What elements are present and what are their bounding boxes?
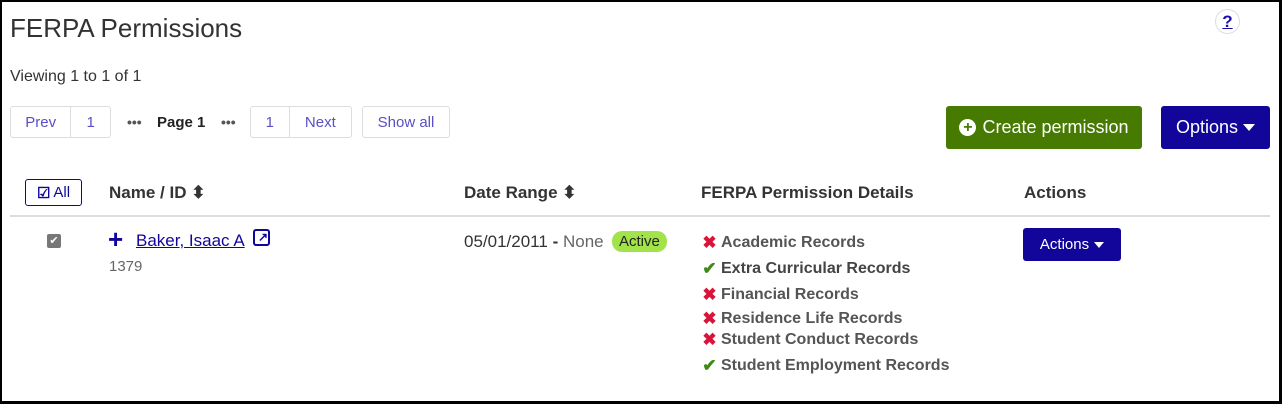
select-all-button[interactable]: ☑ All	[25, 179, 82, 206]
check-icon: ✔	[702, 356, 717, 375]
page-title: FERPA Permissions	[10, 13, 243, 43]
header-label: Name / ID	[109, 183, 187, 202]
check-square-icon: ☑	[36, 184, 51, 202]
ellipsis: •••	[221, 114, 236, 130]
permission-label: Student Conduct Records	[721, 331, 919, 348]
permission-label: Financial Records	[721, 286, 859, 303]
viewing-count: Viewing 1 to 1 of 1	[10, 68, 142, 85]
date-range: 05/01/2011 - None	[464, 232, 604, 252]
ellipsis: •••	[127, 114, 142, 130]
header-date-range[interactable]: Date Range ⬍	[464, 183, 577, 203]
permission-label: Residence Life Records	[721, 310, 903, 327]
permission-item: ✖ Student Conduct Records	[701, 330, 918, 350]
permission-item: ✖ Financial Records	[701, 285, 859, 305]
last-page-button[interactable]: 1	[251, 107, 290, 137]
next-button[interactable]: Next	[304, 113, 336, 131]
header-ferpa-details: FERPA Permission Details	[701, 183, 914, 202]
show-all-group: Show all	[362, 106, 450, 138]
caret-down-icon	[1243, 124, 1256, 131]
permission-label: Extra Curricular Records	[721, 260, 911, 277]
row-checkbox[interactable]: ✔	[47, 234, 61, 248]
student-id: 1379	[109, 258, 143, 275]
header-actions: Actions	[1024, 183, 1087, 202]
sort-icon: ⬍	[191, 183, 206, 202]
x-icon: ✖	[702, 233, 717, 252]
x-icon: ✖	[702, 309, 717, 328]
external-link-icon[interactable]: ↗	[253, 229, 270, 246]
actions-label: Actions	[1039, 236, 1090, 253]
start-date: 05/01/2011	[464, 232, 548, 251]
plus-icon[interactable]: +	[108, 224, 124, 254]
first-page-button[interactable]: 1	[86, 113, 95, 131]
caret-down-icon	[1094, 241, 1105, 248]
options-button[interactable]: Options	[1161, 106, 1270, 149]
status-badge: Active	[612, 231, 667, 252]
current-page: Page 1	[157, 114, 206, 131]
create-permission-button[interactable]: + Create permission	[946, 106, 1142, 149]
help-button[interactable]: ?	[1215, 9, 1240, 34]
student-name-link[interactable]: Baker, Isaac A	[136, 231, 245, 250]
prev-button[interactable]: Prev	[11, 107, 72, 137]
header-label: Date Range	[464, 183, 558, 202]
pagination-next-group: 1 Next	[250, 106, 352, 138]
date-separator: -	[552, 232, 559, 251]
permission-item: ✖ Academic Records	[701, 233, 865, 253]
select-all-label: All	[53, 184, 71, 201]
row-actions-button[interactable]: Actions	[1023, 228, 1121, 261]
permission-label: Academic Records	[721, 234, 866, 251]
permission-item: ✔ Extra Curricular Records	[701, 259, 910, 279]
x-icon: ✖	[702, 330, 717, 349]
x-icon: ✖	[702, 285, 717, 304]
permission-label: Student Employment Records	[721, 357, 950, 374]
options-label: Options	[1175, 117, 1239, 137]
check-icon: ✔	[702, 259, 717, 278]
header-name-id[interactable]: Name / ID ⬍	[109, 183, 205, 203]
show-all-button[interactable]: Show all	[377, 113, 435, 131]
end-date: None	[562, 232, 604, 251]
permission-item: ✖ Residence Life Records	[701, 309, 902, 329]
sort-icon: ⬍	[562, 183, 577, 202]
plus-circle-icon: +	[959, 119, 977, 136]
create-permission-label: Create permission	[982, 117, 1129, 137]
permission-item: ✔ Student Employment Records	[701, 356, 949, 376]
pagination-prev-group: Prev 1	[10, 106, 111, 138]
header-divider	[10, 215, 1270, 217]
